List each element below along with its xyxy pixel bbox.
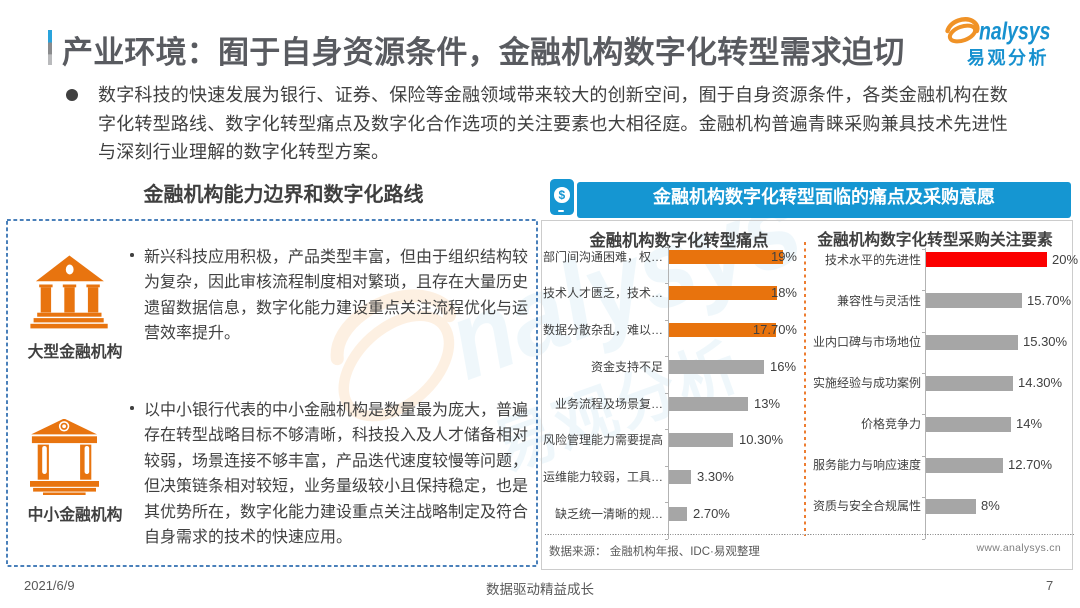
svg-text:nalysys: nalysys — [979, 17, 1051, 45]
svg-text:易观分析: 易观分析 — [967, 47, 1049, 68]
